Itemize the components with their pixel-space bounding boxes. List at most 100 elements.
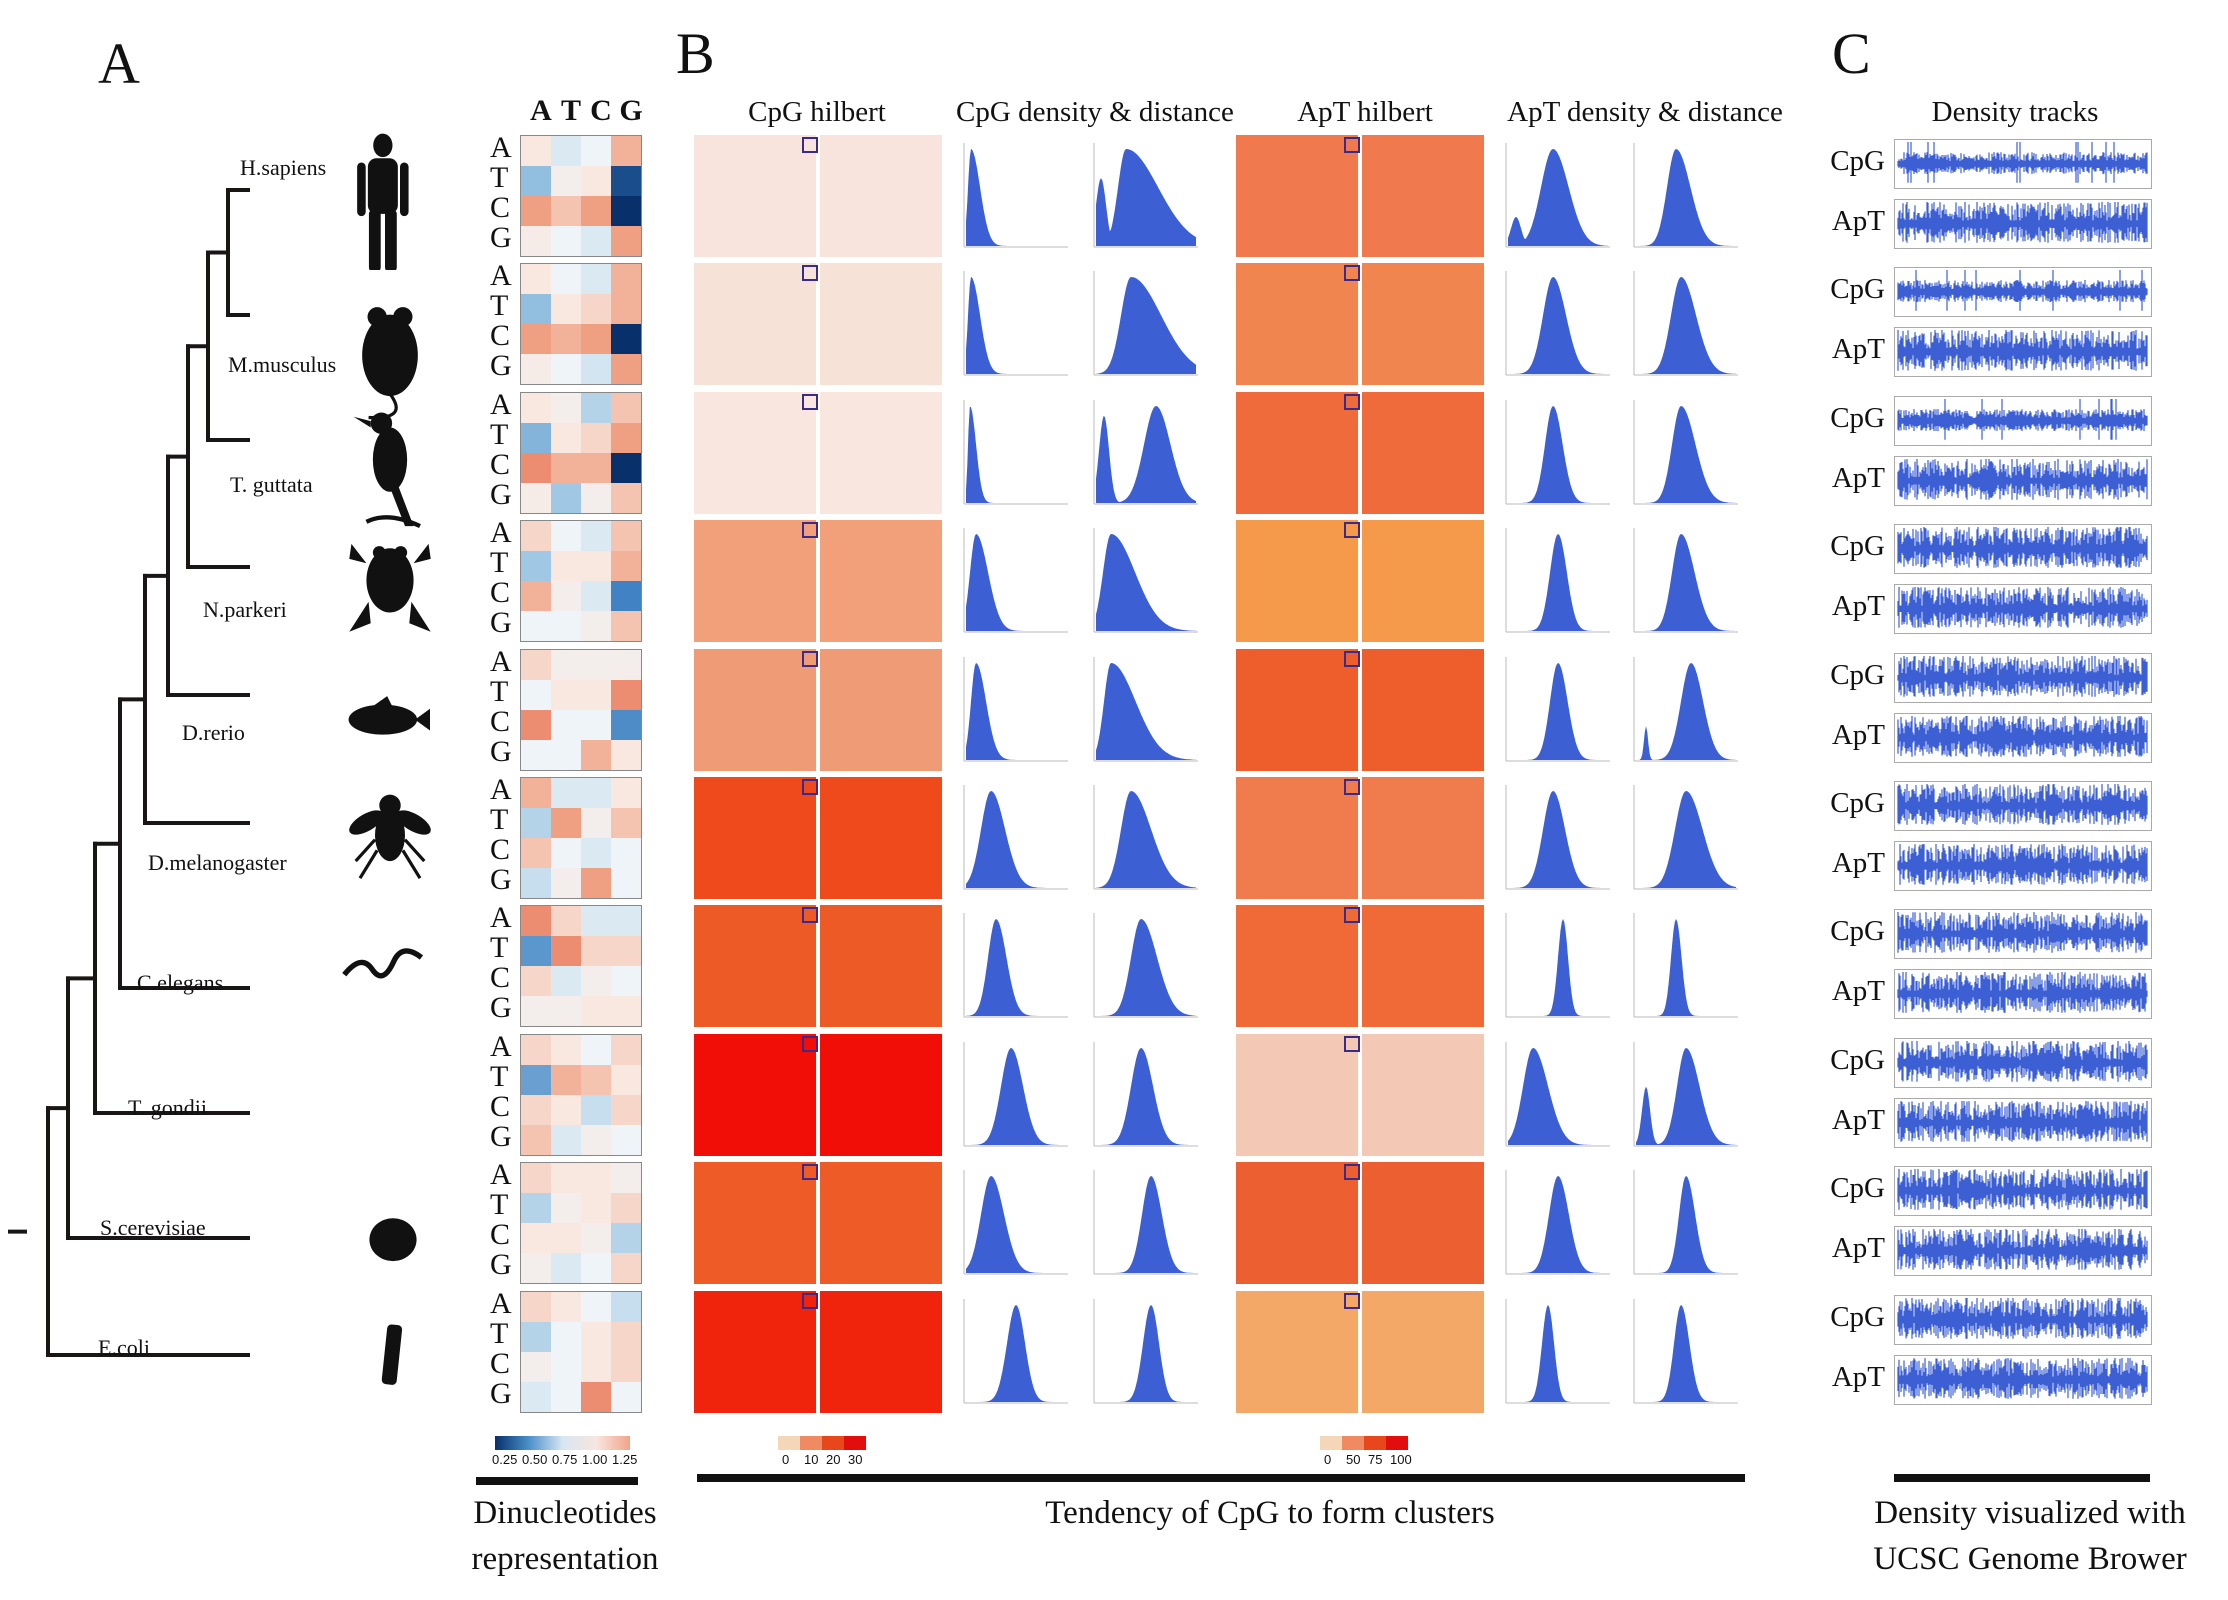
panel-label-a: A	[98, 31, 140, 96]
dinucleotide-heatmap	[520, 135, 642, 257]
apt-hilbert-zoom	[1362, 1033, 1484, 1156]
heatmap-cell	[611, 1034, 641, 1065]
density-track	[1894, 327, 2152, 378]
heatmap-cell	[581, 422, 611, 453]
heatmap-legend-tick: 1.25	[612, 1452, 638, 1467]
heatmap-cell	[581, 649, 611, 680]
heatmap-cell	[611, 649, 641, 680]
heatmap-cell	[551, 906, 581, 937]
heatmap-cell	[581, 354, 611, 385]
apt-distance-plot	[1620, 905, 1742, 1028]
density-track	[1894, 841, 2152, 891]
apt-density-plot	[1492, 135, 1614, 257]
density-track	[1894, 395, 2152, 446]
heatmap-cell	[551, 1064, 581, 1095]
heatmap-cell	[581, 1094, 611, 1125]
heatmap-legend-tick: 1.00	[582, 1452, 608, 1467]
heatmap-cell	[551, 1253, 581, 1284]
cpg-distance-plot	[1080, 135, 1202, 257]
track-label: CpG	[1830, 1300, 1885, 1333]
heatmap-cell	[611, 1064, 641, 1095]
density-track	[1894, 1294, 2152, 1345]
heatmap-cell	[521, 294, 551, 325]
heatmap-cell	[581, 324, 611, 355]
species-label: D.melanogaster	[148, 850, 287, 875]
heatmap-legend-tick: 0.50	[522, 1452, 548, 1467]
apt-distance-plot	[1620, 1290, 1742, 1413]
heatmap-cell	[551, 482, 581, 513]
track-label: CpG	[1830, 1172, 1885, 1205]
cpg-hilbert-map	[694, 1162, 816, 1285]
heatmap-row-letter: T	[490, 546, 509, 580]
heatmap-cell	[611, 611, 641, 642]
apt-legend-tick: 50	[1346, 1452, 1361, 1467]
heatmap-cell	[521, 1291, 551, 1322]
cpg-hilbert-map	[694, 391, 816, 514]
heatmap-cell	[521, 1321, 551, 1352]
cpg-density-plot	[950, 520, 1072, 643]
heatmap-row-letter: G	[490, 1119, 512, 1153]
apt-hilbert-map	[1236, 520, 1358, 643]
apt-hilbert-zoom	[1362, 1290, 1484, 1413]
heatmap-cell	[521, 392, 551, 423]
apt-distance-plot	[1620, 777, 1742, 899]
apt-distance-plot	[1620, 263, 1742, 386]
species-label: E.coli	[98, 1335, 150, 1360]
heatmap-cell	[581, 196, 611, 226]
heatmap-cell	[581, 1351, 611, 1382]
panel-c-underline	[1894, 1474, 2150, 1482]
heatmap-cell	[551, 838, 581, 868]
heatmap-cell	[611, 1321, 641, 1352]
heatmap-cell	[581, 1253, 611, 1284]
heatmap-column-header: A	[530, 94, 552, 127]
heatmap-row-letter: G	[490, 606, 512, 640]
heatmap-cell	[581, 868, 611, 898]
heatmap-cell	[521, 778, 551, 808]
heatmap-cell	[521, 1163, 551, 1194]
heatmap-row-letter: G	[490, 1248, 512, 1282]
zoom-marker	[1344, 137, 1360, 153]
heatmap-cell	[521, 906, 551, 937]
bird-silhouette-icon	[345, 395, 435, 535]
heatmap-cell	[521, 264, 551, 295]
heatmap-row-letter: A	[490, 1158, 512, 1192]
heatmap-cell	[521, 966, 551, 997]
heatmap-row-letter: C	[490, 1218, 511, 1252]
species-label: H.sapiens	[240, 155, 327, 180]
heatmap-cell	[551, 649, 581, 680]
heatmap-cell	[551, 709, 581, 740]
heatmap-cell	[521, 1064, 551, 1095]
heatmap-cell	[551, 778, 581, 808]
heatmap-row-letter: A	[490, 901, 512, 935]
heatmap-row-letter: T	[490, 931, 509, 965]
apt-distance-plot	[1620, 1033, 1742, 1156]
heatmap-cell	[611, 906, 641, 937]
human-silhouette-icon	[340, 130, 430, 272]
heatmap-cell	[581, 778, 611, 808]
heatmap-row-letter: T	[490, 417, 509, 451]
cpg-hilbert-zoom	[820, 905, 942, 1028]
cpg-legend-swatch	[844, 1436, 866, 1450]
heatmap-cell	[581, 906, 611, 937]
heatmap-cell	[521, 452, 551, 483]
cpg-distance-plot	[1080, 520, 1202, 643]
panel-label-c: C	[1832, 21, 1871, 86]
panel-c-caption: Density visualized with UCSC Genome Brow…	[1840, 1490, 2220, 1582]
cpg-density-plot	[950, 905, 1072, 1028]
heatmap-cell	[551, 936, 581, 967]
heatmap-cell	[551, 324, 581, 355]
heatmap-row-letter: C	[490, 704, 511, 738]
heatmap-cell	[521, 1381, 551, 1412]
heatmap-row-letter: C	[490, 447, 511, 481]
heatmap-cell	[551, 1291, 581, 1322]
track-label: ApT	[1831, 461, 1885, 494]
track-label: ApT	[1831, 1232, 1885, 1265]
zoom-marker	[1344, 1292, 1360, 1309]
cpg-density-plot	[950, 263, 1072, 386]
apt-hilbert-map	[1236, 777, 1358, 899]
heatmap-row-letter: A	[490, 1286, 512, 1320]
heatmap-cell	[581, 1124, 611, 1155]
heatmap-cell	[551, 196, 581, 226]
track-label: ApT	[1831, 1103, 1885, 1136]
zoom-marker	[802, 907, 818, 924]
